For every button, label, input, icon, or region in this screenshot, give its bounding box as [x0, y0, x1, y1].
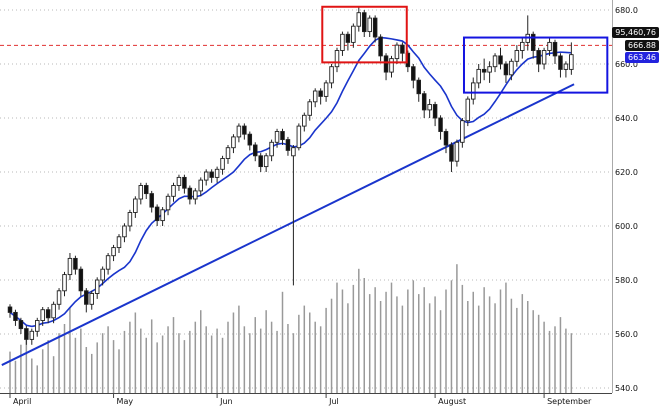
svg-text:680.0: 680.0 [615, 6, 638, 15]
svg-text:620.0: 620.0 [615, 168, 638, 177]
svg-text:May: May [117, 397, 134, 406]
gridlines [0, 0, 613, 393]
candles [7, 7, 574, 345]
svg-text:April: April [13, 397, 31, 406]
moving-average-line [9, 36, 572, 328]
svg-text:600.0: 600.0 [615, 222, 638, 231]
svg-text:Jun: Jun [219, 397, 233, 406]
y-axis-labels: 680.0 660.0 640.0 620.0 600.0 580.0 560.0 540.0 [615, 6, 638, 393]
red-annotation-box[interactable] [321, 5, 408, 64]
svg-text:640.0: 640.0 [615, 114, 638, 123]
last-price-badge: 663.46 [625, 52, 659, 64]
trend-line[interactable] [1, 83, 575, 366]
svg-text:September: September [547, 397, 592, 406]
svg-text:August: August [438, 397, 466, 406]
value-badge: 95,460,76 [612, 26, 659, 38]
svg-text:580.0: 580.0 [615, 276, 638, 285]
svg-text:660.0: 660.0 [615, 60, 638, 69]
volume-bars [9, 264, 573, 393]
svg-text:540.0: 540.0 [615, 384, 638, 393]
x-axis: April May Jun Jul August September [0, 393, 612, 406]
price-line-badge: 666.88 [625, 39, 659, 51]
svg-text:560.0: 560.0 [615, 330, 638, 339]
blue-annotation-box[interactable] [462, 36, 609, 94]
svg-text:Jul: Jul [328, 397, 339, 406]
